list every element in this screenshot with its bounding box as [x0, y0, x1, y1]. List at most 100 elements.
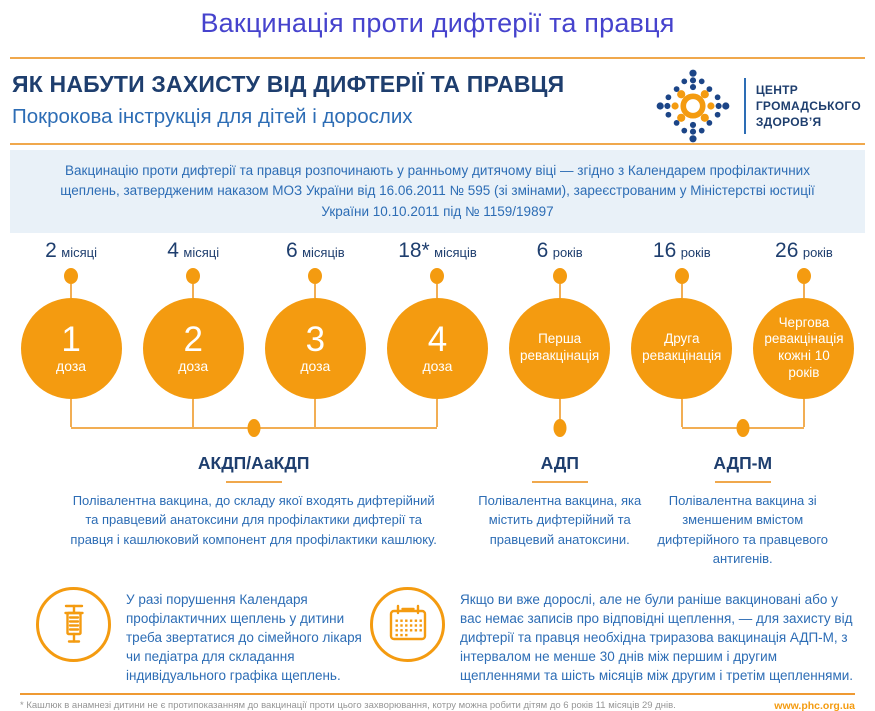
- age-unit: місяці: [61, 244, 97, 260]
- dose-circle: 3 доза: [264, 297, 366, 399]
- age-label: 6 років: [537, 239, 583, 265]
- age-number: 18*: [398, 238, 430, 262]
- age-number: 2: [45, 238, 57, 262]
- timeline-column-4-months: 4 місяці 2 доза: [132, 239, 254, 427]
- tip-schedule-violation: У разі порушення Календаря профілактични…: [16, 586, 370, 686]
- connector-line: [436, 398, 439, 427]
- calendar-icon: [370, 586, 446, 662]
- timeline-column-18-months: 18* місяців 4 доза: [376, 239, 498, 427]
- logo-line3: ЗДОРОВ’Я: [755, 115, 822, 130]
- connector-line: [436, 283, 439, 298]
- connector-line: [680, 283, 683, 298]
- vaccine-group-akdp: АКДП/АаКДП Полівалентна вакцина, до скла…: [66, 449, 442, 550]
- connector-line: [802, 398, 805, 427]
- footnote: * Кашлюк в анамнезі дитини не є протипок…: [20, 699, 676, 711]
- bracket-dot: [247, 418, 261, 437]
- revaccination-label: Чергова ревакцінація кожні 10 років: [764, 314, 844, 381]
- tip-text: У разі порушення Календаря профілактични…: [126, 591, 362, 684]
- age-label: 4 місяці: [167, 239, 219, 265]
- connector-line: [314, 283, 317, 298]
- dose-number: 4: [427, 320, 448, 360]
- vaccine-brackets: [10, 418, 865, 449]
- dose-number: 2: [183, 320, 203, 360]
- vaccine-group-adpm: АДП-М Полівалентна вакцина зі зменшеним …: [640, 449, 845, 569]
- connector-line: [192, 283, 195, 298]
- vaccine-name: АДП: [540, 452, 579, 473]
- vaccine-description: Полівалентна вакцина, до складу якої вхо…: [70, 492, 437, 547]
- syringe-icon: [36, 586, 111, 662]
- timeline-dot: [552, 267, 567, 284]
- timeline-column-6-months: 6 місяців 3 доза: [254, 239, 376, 427]
- tip-text: Якщо ви вже дорослі, але не були раніше …: [460, 591, 854, 684]
- timeline-dot: [308, 267, 323, 284]
- revaccination-label: Друга ревакцінація: [642, 331, 722, 364]
- tip-adult-vaccination: Якщо ви вже дорослі, але не були раніше …: [370, 586, 859, 686]
- age-unit: місяці: [183, 244, 220, 260]
- connector-line: [314, 398, 317, 427]
- connector-line: [802, 283, 805, 298]
- dose-label: доза: [422, 358, 453, 375]
- calendar-banner: Вакцинацію проти дифтерії та правця розп…: [10, 150, 865, 233]
- dose-label: доза: [178, 358, 209, 375]
- dose-number: 1: [61, 320, 81, 360]
- age-number: 4: [167, 238, 179, 262]
- page-title: Вакцинація проти дифтерії та правця: [200, 8, 675, 38]
- revaccination-circle: Чергова ревакцінація кожні 10 років: [753, 297, 855, 399]
- header: ЯК НАБУТИ ЗАХИСТУ ВІД ДИФТЕРІЇ ТА ПРАВЦЯ…: [10, 59, 865, 145]
- timeline-dot: [64, 267, 79, 284]
- age-label: 16 років: [653, 239, 711, 265]
- dose-circle: 4 доза: [386, 297, 488, 399]
- footer: * Кашлюк в анамнезі дитини не є протипок…: [20, 692, 855, 711]
- vaccine-underline: [714, 480, 771, 483]
- age-label: 26 років: [775, 239, 833, 265]
- connector-line: [558, 398, 561, 427]
- vaccine-description: Полівалентна вакцина зі зменшеним вмісто…: [657, 492, 829, 567]
- age-number: 26: [775, 238, 799, 262]
- logo-text: ЦЕНТР ГРОМАДСЬКОГО ЗДОРОВ’Я: [756, 82, 861, 131]
- timeline-column-2-months: 2 місяці 1 доза: [10, 239, 132, 427]
- timeline-column-26-years: 26 років Чергова ревакцінація кожні 10 р…: [743, 239, 865, 427]
- connector-line: [70, 283, 73, 298]
- connector-line: [192, 398, 195, 427]
- revaccination-circle: Друга ревакцінація: [631, 297, 733, 399]
- age-unit: років: [680, 244, 711, 260]
- age-number: 6: [285, 238, 298, 262]
- vaccine-underline: [531, 480, 588, 483]
- vaccine-name: АКДП/АаКДП: [197, 452, 310, 473]
- vaccination-timeline: 2 місяці 1 доза 4 місяці 2 доза 6 місяці…: [10, 239, 865, 427]
- logo-separator: [743, 78, 746, 134]
- timeline-dot: [796, 267, 811, 284]
- bracket-dot: [553, 418, 567, 437]
- timeline-dot: [674, 267, 689, 284]
- age-label: 18* місяців: [398, 239, 477, 265]
- vaccine-group-adp: АДП Полівалентна вакцина, яка містить ди…: [457, 449, 662, 550]
- bracket-dot: [736, 418, 750, 437]
- timeline-dot: [186, 267, 201, 284]
- vaccine-description: Полівалентна вакцина, яка містить дифтер…: [478, 492, 642, 547]
- phc-website-link[interactable]: www.phc.org.ua: [774, 699, 855, 711]
- timeline-dot: [430, 267, 445, 284]
- phc-logo: ЦЕНТР ГРОМАДСЬКОГО ЗДОРОВ’Я: [652, 65, 861, 147]
- phc-dots-logo-icon: [656, 69, 730, 143]
- revaccination-label: Перша ревакцінація: [520, 331, 600, 364]
- age-label: 6 місяців: [286, 239, 345, 265]
- banner-text: Вакцинацію проти дифтерії та правця розп…: [60, 163, 815, 219]
- logo-line1: ЦЕНТР: [755, 82, 799, 97]
- dose-circle: 1 доза: [20, 297, 122, 399]
- age-unit: місяців: [434, 244, 477, 260]
- tips-section: У разі порушення Календаря профілактични…: [16, 586, 859, 686]
- vaccine-groups: АКДП/АаКДП Полівалентна вакцина, до скла…: [10, 449, 865, 585]
- infographic-frame: ЯК НАБУТИ ЗАХИСТУ ВІД ДИФТЕРІЇ ТА ПРАВЦЯ…: [10, 57, 865, 711]
- dose-label: доза: [56, 358, 87, 375]
- connector-line: [680, 398, 683, 427]
- age-unit: місяців: [302, 244, 345, 260]
- dose-circle: 2 доза: [142, 297, 244, 399]
- age-unit: років: [802, 244, 833, 260]
- dose-number: 3: [305, 320, 326, 360]
- connector-line: [558, 283, 561, 298]
- header-title: ЯК НАБУТИ ЗАХИСТУ ВІД ДИФТЕРІЇ ТА ПРАВЦЯ: [12, 71, 565, 97]
- vaccine-underline: [225, 480, 282, 483]
- age-number: 16: [652, 238, 677, 262]
- timeline-column-6-years: 6 років Перша ревакцінація: [499, 239, 621, 427]
- timeline-column-16-years: 16 років Друга ревакцінація: [621, 239, 743, 427]
